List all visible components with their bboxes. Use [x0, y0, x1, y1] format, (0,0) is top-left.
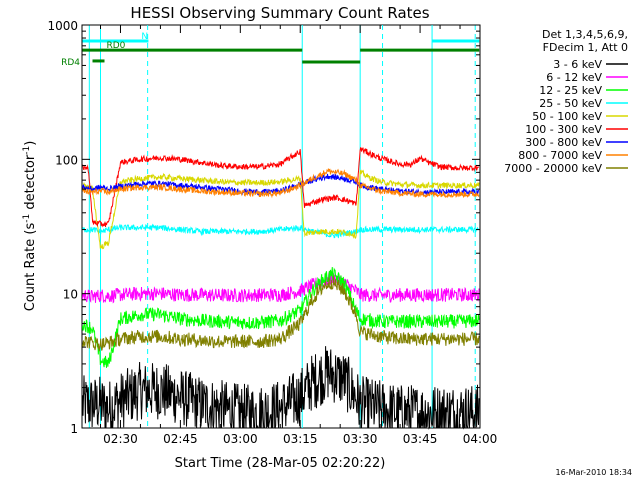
series-line-2	[82, 267, 480, 368]
legend-label-6: 300 - 800 keV	[525, 136, 602, 149]
y-tick-label-1: 10	[63, 288, 78, 302]
series-line-5	[82, 147, 480, 228]
chart-title: HESSI Observing Summary Count Rates	[130, 4, 429, 22]
x-tick-label-0: 02:30	[103, 432, 138, 446]
y-tick-label-3: 1000	[47, 19, 78, 33]
legend: Det 1,3,4,5,6,9, FDecim 1, Att 0 3 - 6 k…	[504, 28, 628, 175]
series-line-0	[82, 346, 480, 430]
legend-label-4: 50 - 100 keV	[532, 110, 602, 123]
legend-label-0: 3 - 6 keV	[553, 58, 602, 71]
y-axis-label: Count Rate (s-1 detector-1)	[22, 141, 38, 312]
legend-label-7: 800 - 7000 keV	[518, 149, 602, 162]
flag-bars: N RD0 RD4	[61, 32, 480, 68]
legend-header-1: Det 1,3,4,5,6,9,	[542, 28, 628, 41]
legend-label-5: 100 - 300 keV	[525, 123, 602, 136]
x-tick-label-4: 03:30	[343, 432, 378, 446]
x-tick-label-6: 04:00	[463, 432, 498, 446]
y-axis-label-main: Count Rate (s	[23, 223, 38, 312]
flag-label-1: RD0	[106, 41, 125, 51]
legend-header-2: FDecim 1, Att 0	[543, 41, 628, 54]
series-lines	[82, 147, 480, 430]
y-tick-label-0: 1	[70, 422, 78, 436]
legend-label-2: 12 - 25 keV	[539, 84, 602, 97]
footer-timestamp: 16-Mar-2010 18:34	[556, 468, 633, 477]
flag-label-0: N	[141, 32, 148, 42]
y-axis-ticks: 1 10 100 1000	[47, 19, 480, 436]
series-line-8	[82, 276, 480, 352]
x-tick-label-1: 02:45	[163, 432, 198, 446]
legend-label-3: 25 - 50 keV	[539, 97, 602, 110]
series-line-3	[82, 223, 480, 239]
series-line-4	[82, 169, 480, 250]
legend-label-8: 7000 - 20000 keV	[504, 162, 602, 175]
plot-frame	[81, 24, 481, 429]
flag-label-3: RD4	[61, 58, 80, 68]
y-axis-label-sup2: -1	[22, 146, 32, 155]
x-axis-label: Start Time (28-Mar-05 02:20:22)	[175, 456, 386, 471]
series-line-6	[82, 173, 480, 197]
y-axis-label-sup1: -1	[22, 214, 32, 223]
x-tick-label-3: 03:15	[283, 432, 318, 446]
series-line-7	[82, 168, 480, 199]
x-tick-label-2: 03:00	[223, 432, 258, 446]
y-tick-label-2: 100	[55, 153, 78, 167]
y-axis-label-mid: detector	[23, 154, 38, 214]
series-line-1	[82, 272, 480, 304]
legend-label-1: 6 - 12 keV	[546, 71, 602, 84]
x-tick-label-5: 03:45	[403, 432, 438, 446]
x-axis-ticks: 02:30 02:45 03:00 03:15 03:30 03:45 04:00	[99, 25, 498, 446]
y-axis-label-end: )	[23, 141, 38, 146]
